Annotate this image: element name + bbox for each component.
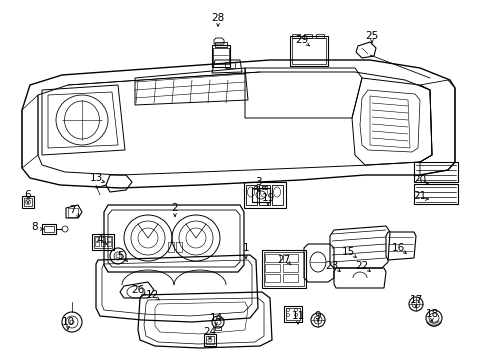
Bar [283,254,297,262]
Bar [24,198,32,206]
Bar [42,224,56,234]
Text: 12: 12 [145,290,158,300]
Text: 15: 15 [341,247,354,257]
Bar [107,242,111,246]
Bar [168,242,174,252]
Text: 17: 17 [408,295,422,305]
Bar [22,196,34,208]
Bar [68,208,78,217]
Bar [95,242,99,246]
Bar [244,182,285,208]
Bar [224,62,235,68]
Bar [264,252,304,286]
Bar [259,185,269,205]
Bar [284,306,302,322]
Text: 10: 10 [61,317,74,327]
Bar [95,237,99,241]
Text: 8: 8 [32,222,38,232]
Bar [283,264,297,272]
Text: 22: 22 [355,261,368,271]
Text: 3: 3 [254,177,261,187]
Text: 14: 14 [209,313,222,323]
Bar [213,48,228,64]
Bar [291,34,299,38]
Text: 18: 18 [425,309,438,319]
Text: 20: 20 [412,175,426,185]
Bar [245,185,257,205]
Bar [315,34,324,38]
Text: 26: 26 [131,285,144,295]
Bar [264,264,280,272]
Text: 19: 19 [261,193,274,203]
Text: 4: 4 [97,235,103,245]
Bar [203,334,216,346]
Text: 21: 21 [412,191,426,201]
Bar [176,242,182,252]
Bar [215,42,226,47]
Text: 7: 7 [68,205,75,215]
Bar [304,34,311,38]
Bar [264,274,280,282]
Bar [107,237,111,241]
Text: 11: 11 [291,311,304,321]
Bar [264,254,280,262]
Bar [253,186,259,189]
Text: 29: 29 [295,35,308,45]
Bar [413,162,457,182]
Bar [94,236,112,248]
Text: 16: 16 [390,243,404,253]
Text: 13: 13 [89,173,102,183]
Bar [413,184,457,204]
Bar [215,326,221,330]
Bar [205,336,214,344]
Bar [262,250,305,288]
Bar [271,185,283,205]
Text: 1: 1 [242,243,249,253]
Text: 28: 28 [211,13,224,23]
Bar [283,274,297,282]
Bar [251,188,269,202]
Text: 24: 24 [203,327,216,337]
Bar [262,186,266,189]
Text: 27: 27 [277,255,290,265]
Text: 2: 2 [171,203,178,213]
Bar [289,36,327,66]
Text: 9: 9 [314,311,321,321]
Text: 23: 23 [325,261,338,271]
Bar [44,226,54,232]
Bar [101,237,105,241]
Bar [285,308,299,320]
Bar [291,38,325,64]
Bar [212,45,229,67]
Bar [101,242,105,246]
Text: 25: 25 [365,31,378,41]
Bar [92,234,114,250]
Text: 6: 6 [24,190,31,200]
Text: 5: 5 [117,251,123,261]
